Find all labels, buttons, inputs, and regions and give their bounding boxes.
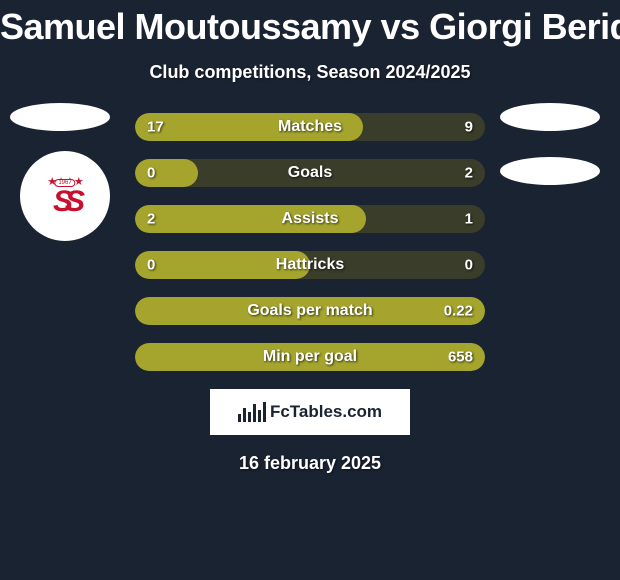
stat-bar-value-right: 1 [465, 211, 473, 228]
sivasspor-ss-icon: SS [53, 190, 77, 214]
stat-bar-value-right: 658 [448, 349, 473, 366]
stat-bar-value-left: 17 [147, 119, 164, 136]
stat-bar-fill-left [135, 159, 198, 187]
stat-bar-row: Matches 17 9 [135, 113, 485, 141]
sivasspor-year: 1967 [54, 179, 75, 187]
stat-bar-label: Hattricks [276, 256, 344, 274]
comparison-date: 16 february 2025 [0, 453, 620, 474]
stat-bar-row: Assists 2 1 [135, 205, 485, 233]
fctables-label: FcTables.com [270, 402, 382, 422]
team-badge-icon [10, 103, 110, 131]
stat-bar-value-right: 0 [465, 257, 473, 274]
left-player-badges: ★★★★ 1967 SS [10, 103, 110, 241]
stat-bar-row: Goals 0 2 [135, 159, 485, 187]
stat-bar-label: Matches [278, 118, 342, 136]
right-player-badges [500, 103, 600, 211]
team-badge-icon [500, 103, 600, 131]
stat-bar-label: Goals per match [247, 302, 372, 320]
stat-bars: Matches179Goals02Assists21Hattricks00Goa… [135, 113, 485, 371]
stat-bar-row: Hattricks 0 0 [135, 251, 485, 279]
stat-bar-value-right: 2 [465, 165, 473, 182]
team-badge-icon [500, 157, 600, 185]
comparison-area: ★★★★ 1967 SS Matches 17 9 Goals 0 2 Assists 2 1 H… [0, 113, 620, 371]
stat-bar-row: Goals per match 0.22 [135, 297, 485, 325]
stat-bar-label: Assists [282, 210, 339, 228]
sivasspor-badge-icon: ★★★★ 1967 SS [20, 151, 110, 241]
stat-bar-label: Goals [288, 164, 332, 182]
comparison-title: Samuel Moutoussamy vs Giorgi Beridze [0, 0, 620, 48]
comparison-subtitle: Club competitions, Season 2024/2025 [0, 62, 620, 83]
stat-bar-value-right: 0.22 [444, 303, 473, 320]
stat-bar-value-right: 9 [465, 119, 473, 136]
bars-icon [238, 402, 266, 422]
stat-bar-value-left: 2 [147, 211, 155, 228]
stat-bar-row: Min per goal 658 [135, 343, 485, 371]
fctables-badge: FcTables.com [210, 389, 410, 435]
stat-bar-value-left: 0 [147, 165, 155, 182]
stat-bar-label: Min per goal [263, 348, 357, 366]
stat-bar-value-left: 0 [147, 257, 155, 274]
